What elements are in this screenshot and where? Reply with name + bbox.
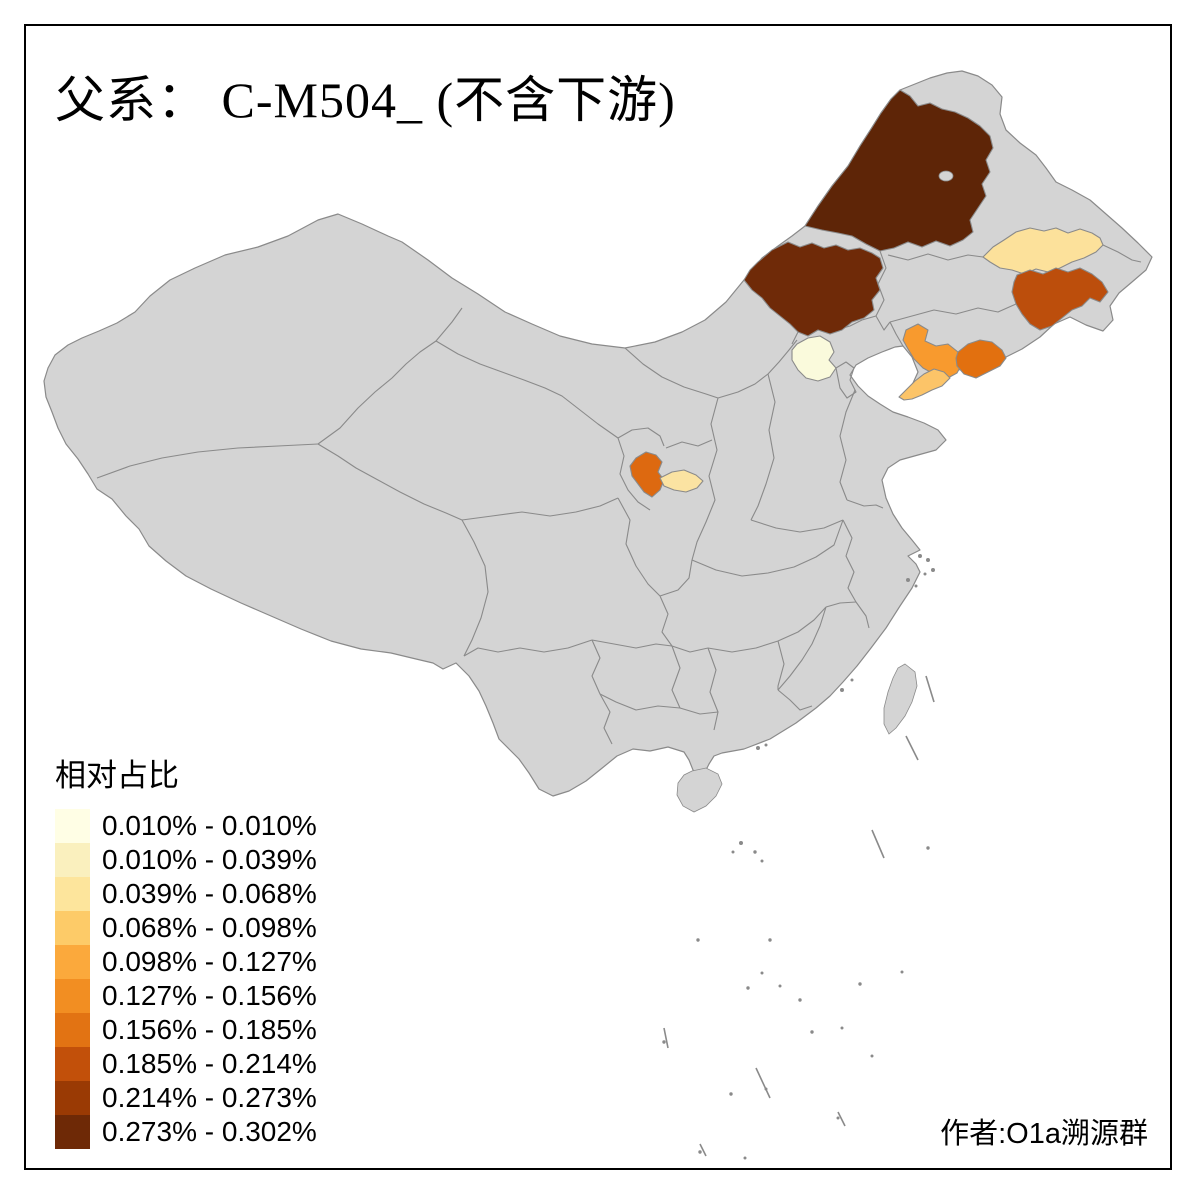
- legend-label: 0.068% - 0.098%: [102, 912, 317, 943]
- attribution-text: 作者:O1a溯源群: [940, 1118, 1148, 1150]
- legend-swatch: [55, 843, 90, 877]
- legend-swatch: [55, 945, 90, 979]
- legend-label: 0.010% - 0.010%: [102, 810, 317, 841]
- island-chain-dashes: [663, 675, 935, 1157]
- legend-label: 0.098% - 0.127%: [102, 946, 317, 977]
- legend-row: 0.068% - 0.098%: [55, 911, 317, 945]
- legend-swatch: [55, 1081, 90, 1115]
- hainan-island: [676, 767, 723, 813]
- map-region-hulunbuir: [804, 89, 994, 252]
- legend-row: 0.098% - 0.127%: [55, 945, 317, 979]
- small-islands: [662, 554, 935, 1160]
- map-region-beijing: [791, 335, 837, 382]
- map-region-dalian: [898, 368, 951, 401]
- legend-swatch: [55, 1013, 90, 1047]
- taiwan-island: [883, 663, 918, 735]
- legend-row: 0.214% - 0.273%: [55, 1081, 317, 1115]
- map-region-shaanxi-central: [659, 469, 704, 493]
- legend: 相对占比 0.010% - 0.010% 0.010% - 0.039% 0.0…: [55, 750, 317, 1149]
- map-region-xilingol: [743, 241, 884, 337]
- legend-label: 0.185% - 0.214%: [102, 1048, 317, 1079]
- legend-label: 0.127% - 0.156%: [102, 980, 317, 1011]
- legend-row: 0.010% - 0.039%: [55, 843, 317, 877]
- legend-swatch: [55, 911, 90, 945]
- map-region-yanbian: [1011, 267, 1109, 331]
- province-borders: [96, 244, 1142, 745]
- legend-row: 0.010% - 0.010%: [55, 809, 317, 843]
- legend-label: 0.156% - 0.185%: [102, 1014, 317, 1045]
- legend-title: 相对占比: [55, 758, 179, 793]
- page-title: 父系： C-M504_ (不含下游): [55, 72, 676, 128]
- legend-label: 0.039% - 0.068%: [102, 878, 317, 909]
- legend-label: 0.010% - 0.039%: [102, 844, 317, 875]
- legend-label: 0.214% - 0.273%: [102, 1082, 317, 1113]
- hulunbuir-enclave: [938, 170, 954, 182]
- legend-swatch: [55, 1047, 90, 1081]
- legend-label: 0.273% - 0.302%: [102, 1116, 317, 1147]
- legend-swatch: [55, 1115, 90, 1149]
- legend-row: 0.273% - 0.302%: [55, 1115, 317, 1149]
- legend-row: 0.185% - 0.214%: [55, 1047, 317, 1081]
- legend-row: 0.039% - 0.068%: [55, 877, 317, 911]
- legend-rows: 0.010% - 0.010% 0.010% - 0.039% 0.039% -…: [55, 809, 317, 1149]
- legend-row: 0.127% - 0.156%: [55, 979, 317, 1013]
- map-region-jilin-west: [982, 227, 1104, 275]
- legend-swatch: [55, 809, 90, 843]
- mainland-outline: [43, 70, 1153, 797]
- colored-regions: [629, 89, 1109, 498]
- legend-swatch: [55, 979, 90, 1013]
- map-region-dandong: [955, 339, 1007, 379]
- legend-swatch: [55, 877, 90, 911]
- islands: [662, 554, 935, 1160]
- legend-row: 0.156% - 0.185%: [55, 1013, 317, 1047]
- map-region-gansu-east: [629, 451, 665, 498]
